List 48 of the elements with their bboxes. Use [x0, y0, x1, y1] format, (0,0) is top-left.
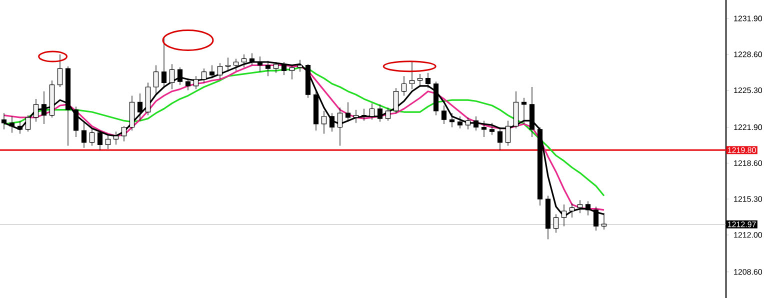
candlestick — [169, 64, 175, 90]
candlestick — [137, 93, 143, 122]
candlestick — [489, 122, 495, 136]
candlestick — [353, 110, 359, 124]
candlestick — [369, 103, 375, 120]
candlestick — [521, 98, 527, 124]
candlestick — [465, 117, 471, 130]
candlestick — [505, 120, 511, 146]
candlestick — [289, 64, 295, 80]
candlestick — [33, 98, 39, 122]
candlestick — [425, 72, 431, 88]
candlestick — [41, 91, 47, 124]
candlestick — [153, 64, 159, 94]
candlestick — [209, 64, 215, 79]
candlestick — [417, 74, 423, 88]
candlestick — [113, 131, 119, 145]
candlestick — [89, 128, 95, 146]
candlestick — [97, 130, 103, 150]
candlestick — [57, 54, 63, 88]
candlestick — [377, 104, 383, 122]
candlestick — [25, 114, 31, 132]
candlestick — [513, 91, 519, 129]
candlestick — [401, 76, 407, 96]
candlestick — [481, 120, 487, 138]
candlestick — [441, 105, 447, 124]
candlestick — [345, 102, 351, 122]
candlestick — [185, 78, 191, 91]
candlestick — [577, 200, 583, 214]
candlestick — [17, 120, 23, 134]
candlestick — [393, 88, 399, 114]
candlestick — [337, 107, 343, 146]
candlestick — [473, 116, 479, 131]
candlestick — [329, 112, 335, 132]
candlestick — [81, 122, 87, 148]
candlestick — [385, 107, 391, 122]
candlestick — [449, 112, 455, 128]
candlestick — [73, 106, 79, 138]
candlestick — [121, 126, 127, 142]
candlestick — [9, 116, 15, 133]
candlestick — [553, 214, 559, 234]
candlestick — [361, 108, 367, 122]
candlestick — [201, 68, 207, 83]
candlestick — [457, 116, 463, 129]
candlestick — [177, 67, 183, 86]
candlestick — [321, 110, 327, 134]
candlestick — [193, 76, 199, 90]
candlestick — [497, 126, 503, 150]
candlestick — [105, 134, 111, 150]
